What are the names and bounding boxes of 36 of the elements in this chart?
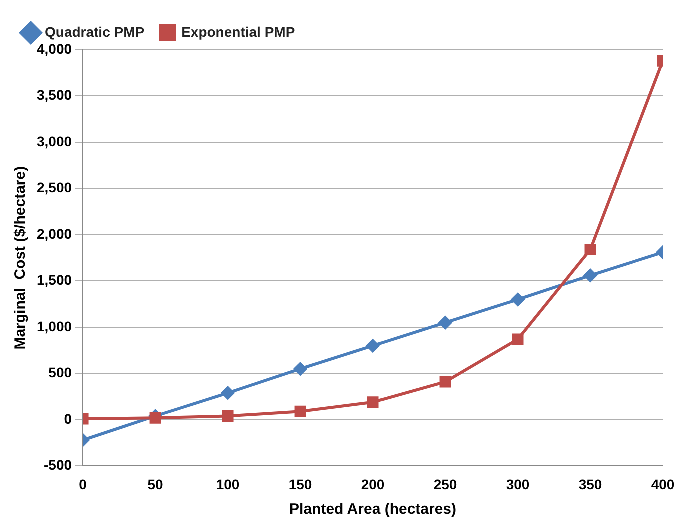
y-tick-label: 2,500 bbox=[36, 180, 72, 196]
y-tick-label: 1,000 bbox=[36, 318, 72, 334]
legend-label: Quadratic PMP bbox=[45, 24, 145, 40]
point bbox=[584, 269, 598, 282]
x-tick-label: 200 bbox=[361, 476, 385, 492]
y-tick-label: -500 bbox=[44, 457, 72, 474]
point bbox=[584, 244, 596, 256]
y-tick-label: 4,000 bbox=[36, 40, 72, 57]
point bbox=[512, 293, 525, 306]
point bbox=[222, 386, 235, 400]
point bbox=[440, 376, 452, 388]
point bbox=[150, 412, 162, 424]
y-tick-label: 2,000 bbox=[36, 226, 72, 242]
x-tick-label: 150 bbox=[288, 476, 312, 492]
y-tick-label: 3,000 bbox=[36, 133, 72, 150]
x-tick-label: 250 bbox=[434, 476, 458, 492]
point bbox=[222, 410, 234, 422]
y-tick-label: 1,500 bbox=[36, 272, 72, 288]
point bbox=[294, 362, 308, 376]
x-tick-label: 300 bbox=[506, 476, 530, 492]
x-tick-label: 100 bbox=[216, 476, 240, 492]
point bbox=[367, 396, 379, 408]
point bbox=[512, 334, 524, 346]
x-axis-title: Planted Area (hectares) bbox=[290, 501, 457, 518]
y-axis-title: Marginal Cost ($/hectare) bbox=[12, 166, 30, 350]
point bbox=[439, 316, 452, 330]
y-tick-label: 3,500 bbox=[36, 87, 72, 104]
point bbox=[294, 406, 306, 418]
legend-label: Exponential PMP bbox=[182, 24, 296, 40]
point bbox=[366, 339, 380, 352]
x-tick-label: 350 bbox=[578, 476, 602, 492]
y-tick-label: 500 bbox=[48, 364, 72, 381]
x-tick-label: 50 bbox=[148, 476, 164, 492]
x-tick-label: 0 bbox=[79, 476, 88, 492]
y-tick-label: 0 bbox=[64, 410, 72, 427]
x-tick-label: 400 bbox=[651, 476, 675, 492]
